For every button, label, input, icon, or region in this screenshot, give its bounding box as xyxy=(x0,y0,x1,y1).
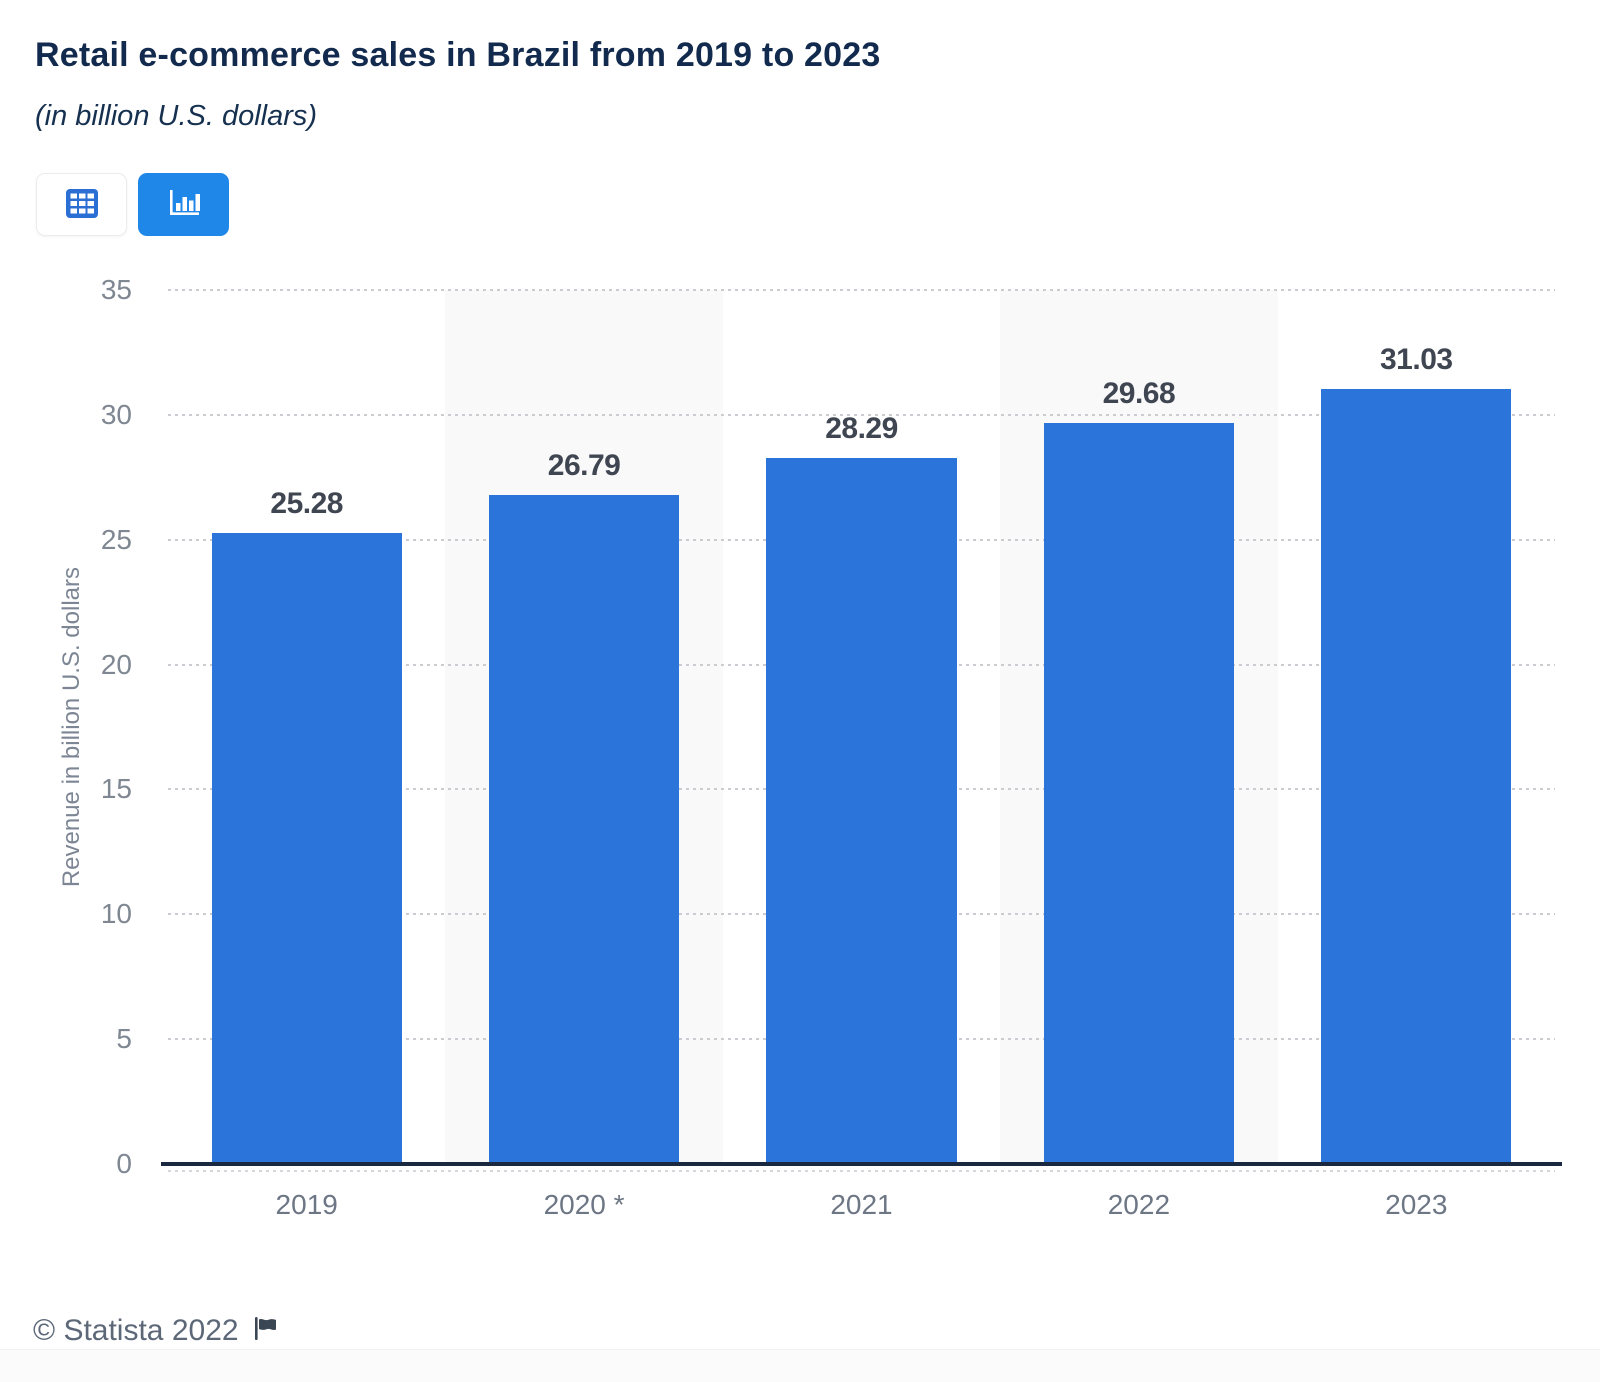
table-view-button[interactable] xyxy=(36,173,127,236)
x-tick-label: 2022 xyxy=(1107,1189,1171,1220)
gridline-30 xyxy=(168,413,1555,416)
view-toolbar xyxy=(36,173,229,236)
bar-value-label: 25.28 xyxy=(270,486,343,520)
y-tick-label-10: 10 xyxy=(100,898,132,930)
y-tick-label-30: 30 xyxy=(100,398,132,430)
bar-value-label: 31.03 xyxy=(1380,343,1453,377)
bar-2019[interactable] xyxy=(211,532,402,1164)
bar-value-label: 26.79 xyxy=(547,449,621,483)
x-tick-label: 2023 xyxy=(1385,1189,1448,1220)
y-tick-label-25: 25 xyxy=(100,523,132,555)
table-icon xyxy=(65,188,98,221)
bottom-strip xyxy=(0,1349,1600,1382)
y-tick-label-0: 0 xyxy=(116,1148,132,1179)
bar-chart-icon xyxy=(166,187,202,222)
bar-value-label: 28.29 xyxy=(825,411,898,445)
footer: © Statista 2022 xyxy=(33,1314,279,1348)
chart-view-button[interactable] xyxy=(138,173,229,236)
x-tick-label: 2020 * xyxy=(543,1189,625,1220)
x-tick-label: 2019 xyxy=(275,1189,338,1220)
bar-value-label: 29.68 xyxy=(1102,376,1176,410)
flag-icon[interactable] xyxy=(252,1315,279,1347)
chart-title: Retail e-commerce sales in Brazil from 2… xyxy=(35,36,881,74)
y-tick-label-35: 35 xyxy=(100,274,132,305)
y-axis-ticks: 0 5 10 15 20 25 30 35 xyxy=(0,276,132,1178)
bar-2022[interactable] xyxy=(1043,422,1234,1164)
plot-area: 25.28 26.79 28.29 29.68 31.03 xyxy=(161,289,1562,1172)
bar-2020[interactable] xyxy=(489,495,680,1164)
x-tick-label: 2021 xyxy=(830,1189,893,1220)
y-tick-label-5: 5 xyxy=(116,1023,132,1055)
x-axis-line xyxy=(161,1162,1562,1172)
y-tick-label-15: 15 xyxy=(100,773,132,805)
bar-2023[interactable] xyxy=(1321,389,1512,1164)
bar-2021[interactable] xyxy=(766,457,957,1164)
y-tick-label-20: 20 xyxy=(100,648,132,680)
x-axis-labels: 2019 2020 * 2021 2022 2023 xyxy=(168,1188,1555,1228)
copyright-text: © Statista 2022 xyxy=(33,1314,239,1347)
chart-subtitle: (in billion U.S. dollars) xyxy=(35,100,318,132)
gridline-35 xyxy=(168,289,1555,291)
